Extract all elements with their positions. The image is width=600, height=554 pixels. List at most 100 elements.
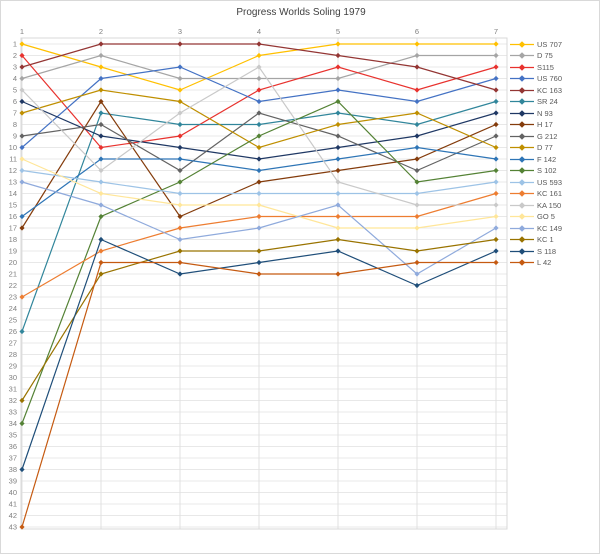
- y-tick-label: 9: [13, 132, 17, 141]
- series-marker-s-102: [19, 420, 25, 427]
- series-marker-kc-163: [19, 64, 25, 70]
- series-marker-d-77: [177, 98, 183, 105]
- y-tick-label: 42: [9, 511, 17, 520]
- y-tick-label: 37: [9, 454, 17, 463]
- series-marker-sr-24: [335, 110, 341, 116]
- legend: US 707 D 75 S115 US 760 KC 163 SR 24 N 93 H 17 G…: [510, 1, 599, 553]
- series-marker-l-42: [98, 259, 104, 266]
- series-marker-us-707: [177, 87, 183, 93]
- series-marker-l-42: [256, 271, 262, 277]
- legend-marker-icon: [510, 98, 534, 105]
- legend-label: US 707: [537, 39, 563, 49]
- legend-item-go-5: GO 5: [510, 211, 555, 222]
- series-marker-f-142: [19, 213, 25, 220]
- series-marker-s115: [177, 133, 183, 139]
- legend-marker-icon: [510, 75, 534, 82]
- series-marker-sr-24: [19, 328, 25, 335]
- x-tick-label: 7: [494, 27, 498, 36]
- legend-item-f-142: F 142: [510, 154, 556, 165]
- legend-label: KC 163: [537, 85, 563, 95]
- y-tick-label: 7: [13, 109, 17, 118]
- series-marker-kc-149: [493, 225, 499, 231]
- series-marker-s-102: [493, 167, 499, 174]
- series-marker-h-17: [19, 225, 25, 231]
- series-marker-sr-24: [414, 121, 420, 128]
- series-marker-us-707: [493, 41, 499, 47]
- series-marker-kc-161: [256, 213, 262, 220]
- legend-marker-icon: [510, 144, 534, 151]
- legend-item-g-212: G 212: [510, 131, 557, 142]
- series-marker-kc-149: [19, 179, 25, 185]
- y-tick-label: 36: [9, 442, 17, 451]
- y-tick-label: 27: [9, 339, 17, 348]
- series-marker-g-212: [414, 167, 420, 174]
- legend-label: KC 161: [537, 189, 563, 198]
- legend-label: F 142: [537, 154, 557, 164]
- y-tick-label: 23: [9, 293, 17, 302]
- legend-marker-icon: [510, 259, 534, 266]
- series-marker-kc-161: [177, 225, 183, 231]
- series-marker-f-142: [98, 156, 104, 162]
- series-marker-h-17: [335, 167, 341, 174]
- series-marker-s-102: [98, 213, 104, 220]
- series-marker-s115: [19, 52, 25, 59]
- legend-label: KA 150: [537, 200, 562, 210]
- legend-marker-icon: [510, 121, 534, 128]
- series-marker-kc-161: [98, 248, 104, 254]
- legend-label: H 17: [537, 120, 553, 129]
- y-tick-label: 2: [13, 51, 17, 60]
- series-marker-kc-149: [177, 236, 183, 243]
- series-marker-s115: [335, 64, 341, 70]
- series-marker-n-93: [177, 144, 183, 151]
- legend-marker-icon: [510, 224, 534, 232]
- legend-marker-icon: [510, 155, 534, 163]
- series-marker-d-75: [493, 52, 499, 59]
- legend-marker-icon: [510, 40, 534, 48]
- y-tick-label: 5: [13, 86, 17, 95]
- series-marker-sr-24: [256, 121, 262, 128]
- series-marker-kc-1: [256, 248, 262, 254]
- series-marker-us-760: [414, 98, 420, 105]
- legend-marker-icon: [510, 236, 534, 243]
- y-tick-label: 31: [9, 385, 17, 394]
- series-marker-n-93: [256, 156, 262, 162]
- series-marker-n-93: [335, 144, 341, 151]
- series-marker-f-142: [177, 156, 183, 162]
- chart-title: Progress Worlds Soling 1979: [236, 7, 366, 18]
- series-marker-g-212: [493, 133, 499, 139]
- legend-marker-icon: [510, 86, 534, 94]
- series-marker-s-118: [493, 248, 499, 254]
- series-marker-s-118: [177, 271, 183, 277]
- legend-marker-icon: [510, 247, 534, 255]
- y-tick-label: 28: [9, 350, 17, 359]
- series-marker-kc-161: [335, 213, 341, 220]
- series-marker-s-102: [335, 98, 341, 105]
- series-marker-us-707: [414, 41, 420, 47]
- y-tick-label: 30: [9, 373, 17, 382]
- series-marker-g-212: [98, 121, 104, 128]
- legend-label: D 75: [537, 51, 553, 60]
- legend-marker-icon: [510, 201, 534, 209]
- y-tick-label: 40: [9, 488, 17, 497]
- legend-marker-icon: [510, 167, 534, 174]
- y-tick-label: 11: [9, 155, 17, 164]
- legend-label: G 212: [537, 131, 558, 141]
- series-marker-go-5: [98, 190, 104, 197]
- y-tick-label: 38: [9, 465, 17, 474]
- y-tick-label: 34: [9, 419, 17, 428]
- series-marker-d-77: [256, 144, 262, 151]
- series-marker-us-707: [98, 64, 104, 70]
- legend-label: KC 149: [537, 223, 563, 233]
- legend-item-h-17: H 17: [510, 119, 553, 130]
- legend-item-d-75: D 75: [510, 50, 553, 61]
- series-marker-kc-163: [256, 41, 262, 47]
- series-marker-us-760: [19, 144, 25, 151]
- legend-label: S 118: [537, 246, 557, 256]
- legend-item-us-760: US 760: [510, 73, 562, 84]
- legend-item-us-707: US 707: [510, 39, 562, 50]
- series-marker-g-212: [335, 133, 341, 139]
- series-marker-h-17: [256, 179, 262, 185]
- legend-marker-icon: [510, 109, 534, 117]
- y-tick-label: 15: [9, 201, 17, 210]
